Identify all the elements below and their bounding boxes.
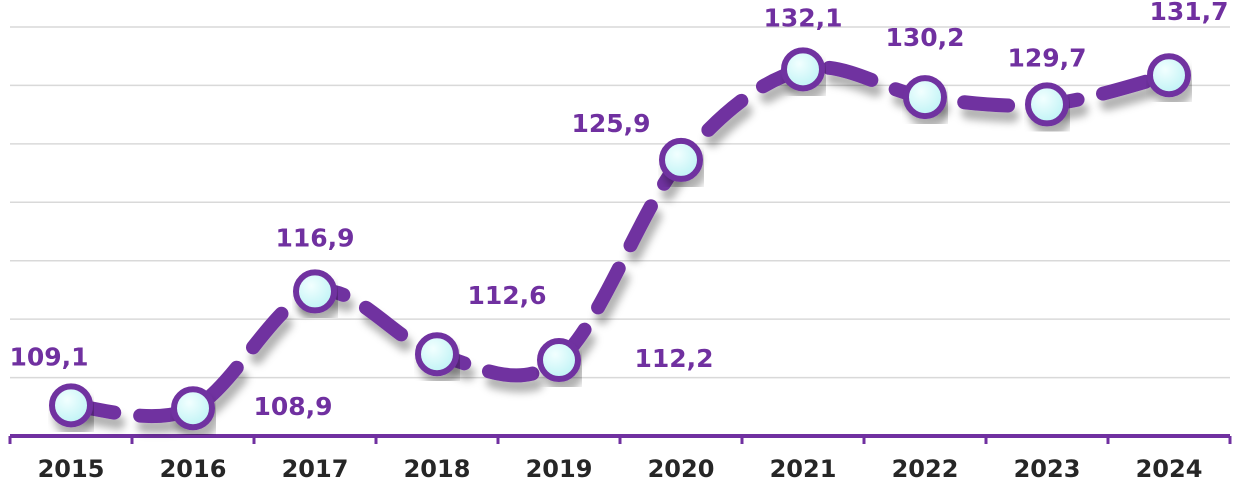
x-tick-label: 2016: [160, 455, 227, 483]
data-line: [64, 60, 1176, 424]
data-point: [1147, 53, 1191, 98]
data-label: 112,6: [467, 281, 546, 310]
data-label: 130,2: [885, 23, 964, 52]
data-label: 131,7: [1149, 0, 1228, 26]
x-tick-label: 2022: [892, 455, 959, 483]
x-tick-label: 2015: [38, 455, 105, 483]
x-tick-label: 2018: [404, 455, 471, 483]
data-point: [171, 386, 215, 431]
data-point: [293, 269, 337, 314]
data-point: [49, 383, 93, 428]
data-label: 125,9: [571, 109, 650, 138]
data-point: [537, 338, 581, 383]
data-label: 116,9: [275, 223, 354, 252]
data-point: [415, 332, 459, 377]
data-label: 129,7: [1007, 43, 1086, 72]
x-tick-label: 2023: [1014, 455, 1081, 483]
data-point: [903, 75, 947, 120]
x-tick-label: 2019: [526, 455, 593, 483]
x-tick-label: 2021: [770, 455, 837, 483]
data-label: 112,2: [634, 344, 713, 373]
data-label: 109,1: [9, 342, 88, 371]
x-tick-label: 2024: [1136, 455, 1203, 483]
data-label: 108,9: [253, 392, 332, 421]
x-tick-label: 2020: [648, 455, 715, 483]
data-point: [659, 137, 703, 182]
data-point: [781, 47, 825, 92]
data-point: [1025, 82, 1069, 127]
x-tick-label: 2017: [282, 455, 349, 483]
data-label: 132,1: [763, 3, 842, 32]
